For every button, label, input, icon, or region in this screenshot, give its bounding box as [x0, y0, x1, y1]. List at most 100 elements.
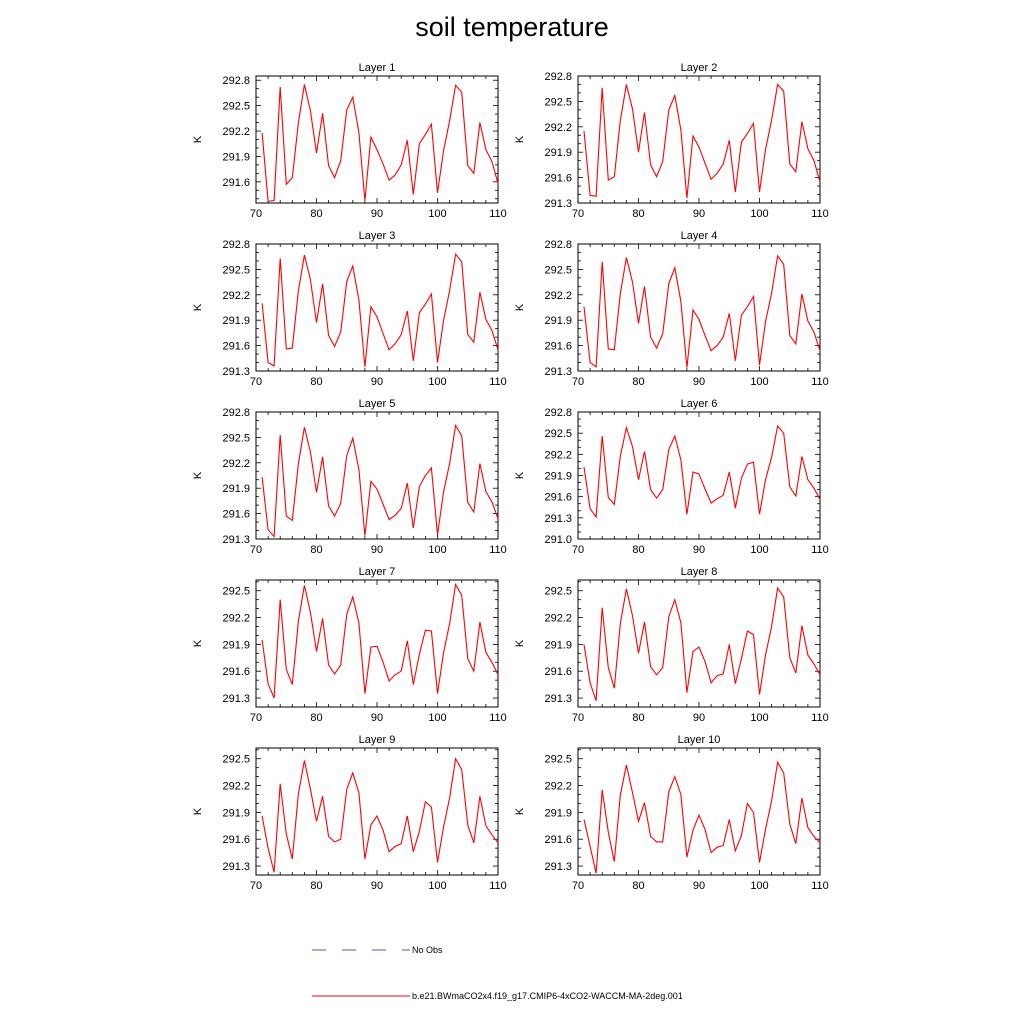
panel-title: Layer 5	[359, 398, 396, 410]
x-tick-label: 90	[371, 376, 383, 388]
y-tick-label: 291.6	[544, 666, 572, 678]
x-tick-label: 90	[693, 544, 705, 556]
chart-panel-3: Layer 3 K 70 80 90 100 110 291.3 291.6 291.9 292.2…	[192, 230, 507, 388]
x-tick-label: 90	[693, 208, 705, 220]
x-tick-label: 90	[371, 208, 383, 220]
y-tick-label: 291.9	[222, 315, 250, 327]
y-tick-label: 292.5	[222, 754, 250, 766]
y-axis-label: K	[514, 135, 526, 143]
y-tick-label: 291.3	[544, 198, 572, 210]
y-tick-label: 292.2	[222, 458, 250, 470]
x-tick-label: 110	[489, 712, 507, 724]
x-tick-label: 70	[250, 880, 262, 892]
x-tick-label: 100	[428, 880, 446, 892]
y-tick-label: 292.5	[544, 96, 572, 108]
y-tick-label: 292.5	[544, 428, 572, 440]
panel-title: Layer 1	[359, 62, 396, 74]
x-tick-label: 80	[632, 208, 644, 220]
y-tick-label: 292.5	[222, 101, 250, 113]
x-tick-label: 80	[310, 712, 322, 724]
x-tick-label: 70	[572, 712, 584, 724]
x-tick-label: 90	[693, 376, 705, 388]
y-tick-label: 291.9	[544, 147, 572, 159]
chart-panel-5: Layer 5 K 70 80 90 100 110 291.3 291.6 291.9 292.2…	[192, 398, 507, 556]
y-tick-label: 292.2	[544, 290, 572, 302]
chart-panel-1: Layer 1 K 70 80 90 100 110 291.6 291.9 292.2 292.5…	[192, 62, 507, 220]
y-tick-label: 292.8	[222, 239, 250, 251]
x-tick-label: 110	[489, 880, 507, 892]
x-tick-label: 80	[310, 376, 322, 388]
y-tick-label: 292.8	[544, 71, 572, 83]
panel-title: Layer 7	[359, 566, 396, 578]
y-tick-label: 292.5	[544, 586, 572, 598]
series-line	[583, 424, 821, 519]
y-axis-label: K	[192, 471, 204, 479]
x-tick-label: 80	[310, 208, 322, 220]
series-line	[261, 252, 499, 367]
panel-title: Layer 9	[359, 734, 396, 746]
series-line	[261, 757, 499, 873]
series-line	[261, 84, 499, 202]
y-tick-label: 292.5	[544, 754, 572, 766]
y-tick-label: 292.2	[544, 122, 572, 134]
panel-title: Layer 10	[678, 734, 721, 746]
panel-title: Layer 6	[681, 398, 718, 410]
y-tick-label: 292.8	[544, 239, 572, 251]
y-tick-label: 291.6	[222, 834, 250, 846]
y-axis-label: K	[514, 471, 526, 479]
x-tick-label: 80	[632, 376, 644, 388]
x-tick-label: 80	[632, 544, 644, 556]
y-tick-label: 291.3	[222, 693, 250, 705]
y-axis-label: K	[192, 303, 204, 311]
y-tick-label: 291.6	[222, 509, 250, 521]
y-tick-label: 292.5	[222, 264, 250, 276]
y-tick-label: 291.6	[222, 666, 250, 678]
y-tick-label: 291.9	[544, 315, 572, 327]
y-tick-label: 291.9	[544, 639, 572, 651]
y-axis-label: K	[514, 303, 526, 311]
x-tick-label: 110	[811, 376, 829, 388]
y-tick-label: 292.5	[222, 432, 250, 444]
panel-title: Layer 4	[681, 230, 718, 242]
x-tick-label: 90	[693, 712, 705, 724]
y-tick-label: 292.2	[222, 290, 250, 302]
x-tick-label: 100	[750, 712, 768, 724]
y-tick-label: 292.2	[544, 781, 572, 793]
y-tick-label: 291.9	[222, 807, 250, 819]
y-axis-label: K	[192, 135, 204, 143]
x-tick-label: 100	[750, 880, 768, 892]
x-tick-label: 70	[250, 544, 262, 556]
x-tick-label: 70	[250, 376, 262, 388]
x-tick-label: 90	[693, 880, 705, 892]
y-tick-label: 291.9	[222, 639, 250, 651]
chart-panel-4: Layer 4 K 70 80 90 100 110 291.3 291.6 291.9 292.2…	[514, 230, 829, 388]
x-tick-label: 90	[371, 712, 383, 724]
y-tick-label: 291.6	[222, 341, 250, 353]
panel-title: Layer 8	[681, 566, 718, 578]
y-tick-label: 292.2	[222, 781, 250, 793]
plot-frame	[577, 243, 821, 372]
y-tick-label: 291.6	[544, 834, 572, 846]
y-tick-label: 291.6	[222, 177, 250, 189]
chart-panel-6: Layer 6 K 70 80 90 100 110 291.0 291.3 291.6 291.9…	[514, 398, 829, 556]
chart-panel-2: Layer 2 K 70 80 90 100 110 291.3 291.6 291.9 292.2…	[514, 62, 829, 220]
x-tick-label: 110	[489, 376, 507, 388]
x-tick-label: 110	[811, 880, 829, 892]
y-tick-label: 291.9	[222, 483, 250, 495]
y-tick-label: 292.5	[222, 586, 250, 598]
y-tick-label: 291.9	[544, 807, 572, 819]
x-tick-label: 80	[310, 880, 322, 892]
y-tick-label: 291.6	[544, 341, 572, 353]
y-tick-label: 292.2	[222, 613, 250, 625]
y-tick-label: 292.8	[222, 407, 250, 419]
y-tick-label: 291.6	[544, 492, 572, 504]
x-tick-label: 100	[428, 712, 446, 724]
chart-panel-7: Layer 7 K 70 80 90 100 110 291.3 291.6 291.9 292.2…	[192, 566, 507, 724]
y-tick-label: 292.8	[222, 75, 250, 87]
x-tick-label: 70	[572, 544, 584, 556]
y-tick-label: 291.3	[544, 693, 572, 705]
x-tick-label: 70	[250, 208, 262, 220]
x-tick-label: 90	[371, 544, 383, 556]
series-line	[583, 760, 821, 874]
